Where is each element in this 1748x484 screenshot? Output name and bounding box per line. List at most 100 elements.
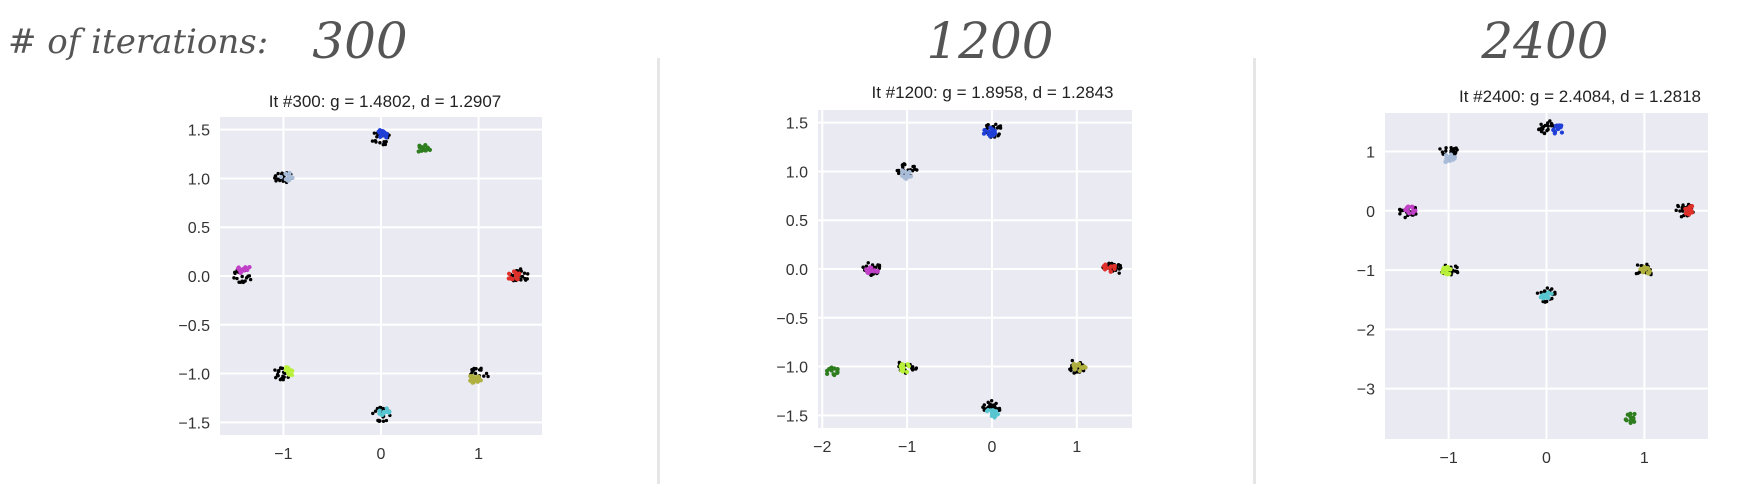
point-dot	[910, 365, 915, 369]
point-dot	[1079, 365, 1084, 370]
point-dot	[1071, 363, 1076, 368]
point-dot	[237, 280, 241, 284]
point-dot	[988, 408, 993, 413]
data-point	[1538, 290, 1554, 301]
y-tick-label: −1.0	[178, 367, 210, 384]
y-tick-label: 1.0	[188, 171, 210, 188]
x-tick-label: 1	[1640, 450, 1649, 467]
iterations-label-2400: 2400	[1481, 12, 1609, 70]
chart-title-2400: It #2400: g = 2.4084, d = 1.2818	[1459, 87, 1701, 106]
point-dot	[1445, 272, 1450, 277]
x-tick-label: 0	[988, 439, 997, 456]
point-dot	[279, 366, 283, 370]
point-dot	[281, 374, 285, 378]
point-dot	[825, 371, 830, 377]
point-dot	[376, 418, 380, 423]
point-dot	[1539, 290, 1543, 295]
y-tick-label: 1.5	[786, 116, 808, 133]
point-dot	[376, 129, 381, 134]
point-dot	[381, 419, 386, 423]
point-dot	[1443, 153, 1449, 158]
point-dot	[507, 271, 512, 276]
x-tick-label: 1	[474, 446, 483, 463]
y-tick-label: 1.5	[188, 123, 210, 140]
point-dot	[1539, 129, 1544, 134]
point-dot	[1453, 269, 1458, 273]
point-dot	[1645, 266, 1651, 271]
point-dot	[380, 412, 385, 417]
point-dot	[991, 133, 996, 138]
point-dot	[989, 399, 994, 403]
point-dot	[1455, 265, 1459, 270]
point-dot	[283, 368, 288, 373]
point-dot	[1624, 418, 1629, 423]
point-dot	[232, 276, 236, 280]
point-dot	[1410, 204, 1415, 209]
data-point	[1403, 204, 1418, 216]
point-dot	[1683, 211, 1689, 216]
point-dot	[377, 408, 382, 413]
point-dot	[1542, 131, 1546, 135]
point-dot	[1072, 370, 1077, 375]
point-dot	[378, 141, 382, 145]
point-dot	[1628, 418, 1633, 423]
point-dot	[1438, 147, 1442, 151]
point-dot	[983, 128, 988, 134]
x-tick-label: −2	[813, 439, 831, 456]
point-dot	[1559, 130, 1565, 135]
point-dot	[1553, 292, 1557, 296]
x-tick-label: −1	[898, 439, 916, 456]
data-point	[506, 269, 522, 282]
point-dot	[1444, 156, 1449, 162]
point-dot	[1546, 121, 1550, 125]
y-tick-label: 1.0	[786, 164, 808, 181]
point-dot	[997, 408, 1002, 412]
y-tick-label: −1.5	[178, 415, 210, 432]
point-dot	[995, 126, 1000, 130]
point-dot	[288, 174, 293, 179]
data-point	[1683, 203, 1695, 217]
point-dot	[994, 122, 998, 126]
y-tick-label: 0.5	[188, 220, 210, 237]
iterations-label-1200: 1200	[926, 12, 1054, 70]
point-dot	[912, 165, 916, 169]
data-point	[898, 362, 911, 375]
point-dot	[510, 277, 515, 282]
point-dot	[1108, 269, 1113, 274]
point-dot	[1069, 368, 1073, 373]
point-dot	[982, 403, 986, 407]
point-dot	[247, 265, 252, 270]
point-dot	[1628, 414, 1633, 419]
point-dot	[517, 271, 522, 276]
point-dot	[1447, 155, 1452, 161]
point-dot	[416, 149, 421, 154]
point-dot	[417, 145, 422, 150]
point-dot	[276, 171, 280, 176]
panel-divider-left	[657, 58, 660, 484]
point-dot	[1632, 419, 1637, 424]
point-dot	[1112, 266, 1117, 271]
point-dot	[1681, 203, 1685, 207]
point-dot	[520, 275, 524, 279]
point-dot	[992, 415, 997, 420]
point-dot	[1444, 146, 1448, 150]
point-dot	[1117, 271, 1121, 275]
point-dot	[278, 174, 284, 180]
point-dot	[875, 268, 880, 274]
point-dot	[240, 274, 244, 279]
point-dot	[1549, 291, 1554, 296]
point-dot	[1546, 127, 1550, 132]
point-dot	[471, 378, 477, 383]
point-dot	[905, 362, 910, 367]
data-point	[468, 373, 483, 385]
point-dot	[1444, 149, 1448, 153]
point-dot	[1551, 127, 1556, 132]
point-dot	[1541, 127, 1545, 131]
point-dot	[1552, 131, 1557, 136]
y-tick-label: −1.0	[776, 360, 808, 377]
point-dot	[1448, 267, 1453, 272]
y-tick-label: 0.0	[188, 269, 210, 286]
iterations-label-300: 300	[312, 12, 408, 70]
point-dot	[486, 374, 490, 379]
point-dot	[1647, 269, 1652, 274]
